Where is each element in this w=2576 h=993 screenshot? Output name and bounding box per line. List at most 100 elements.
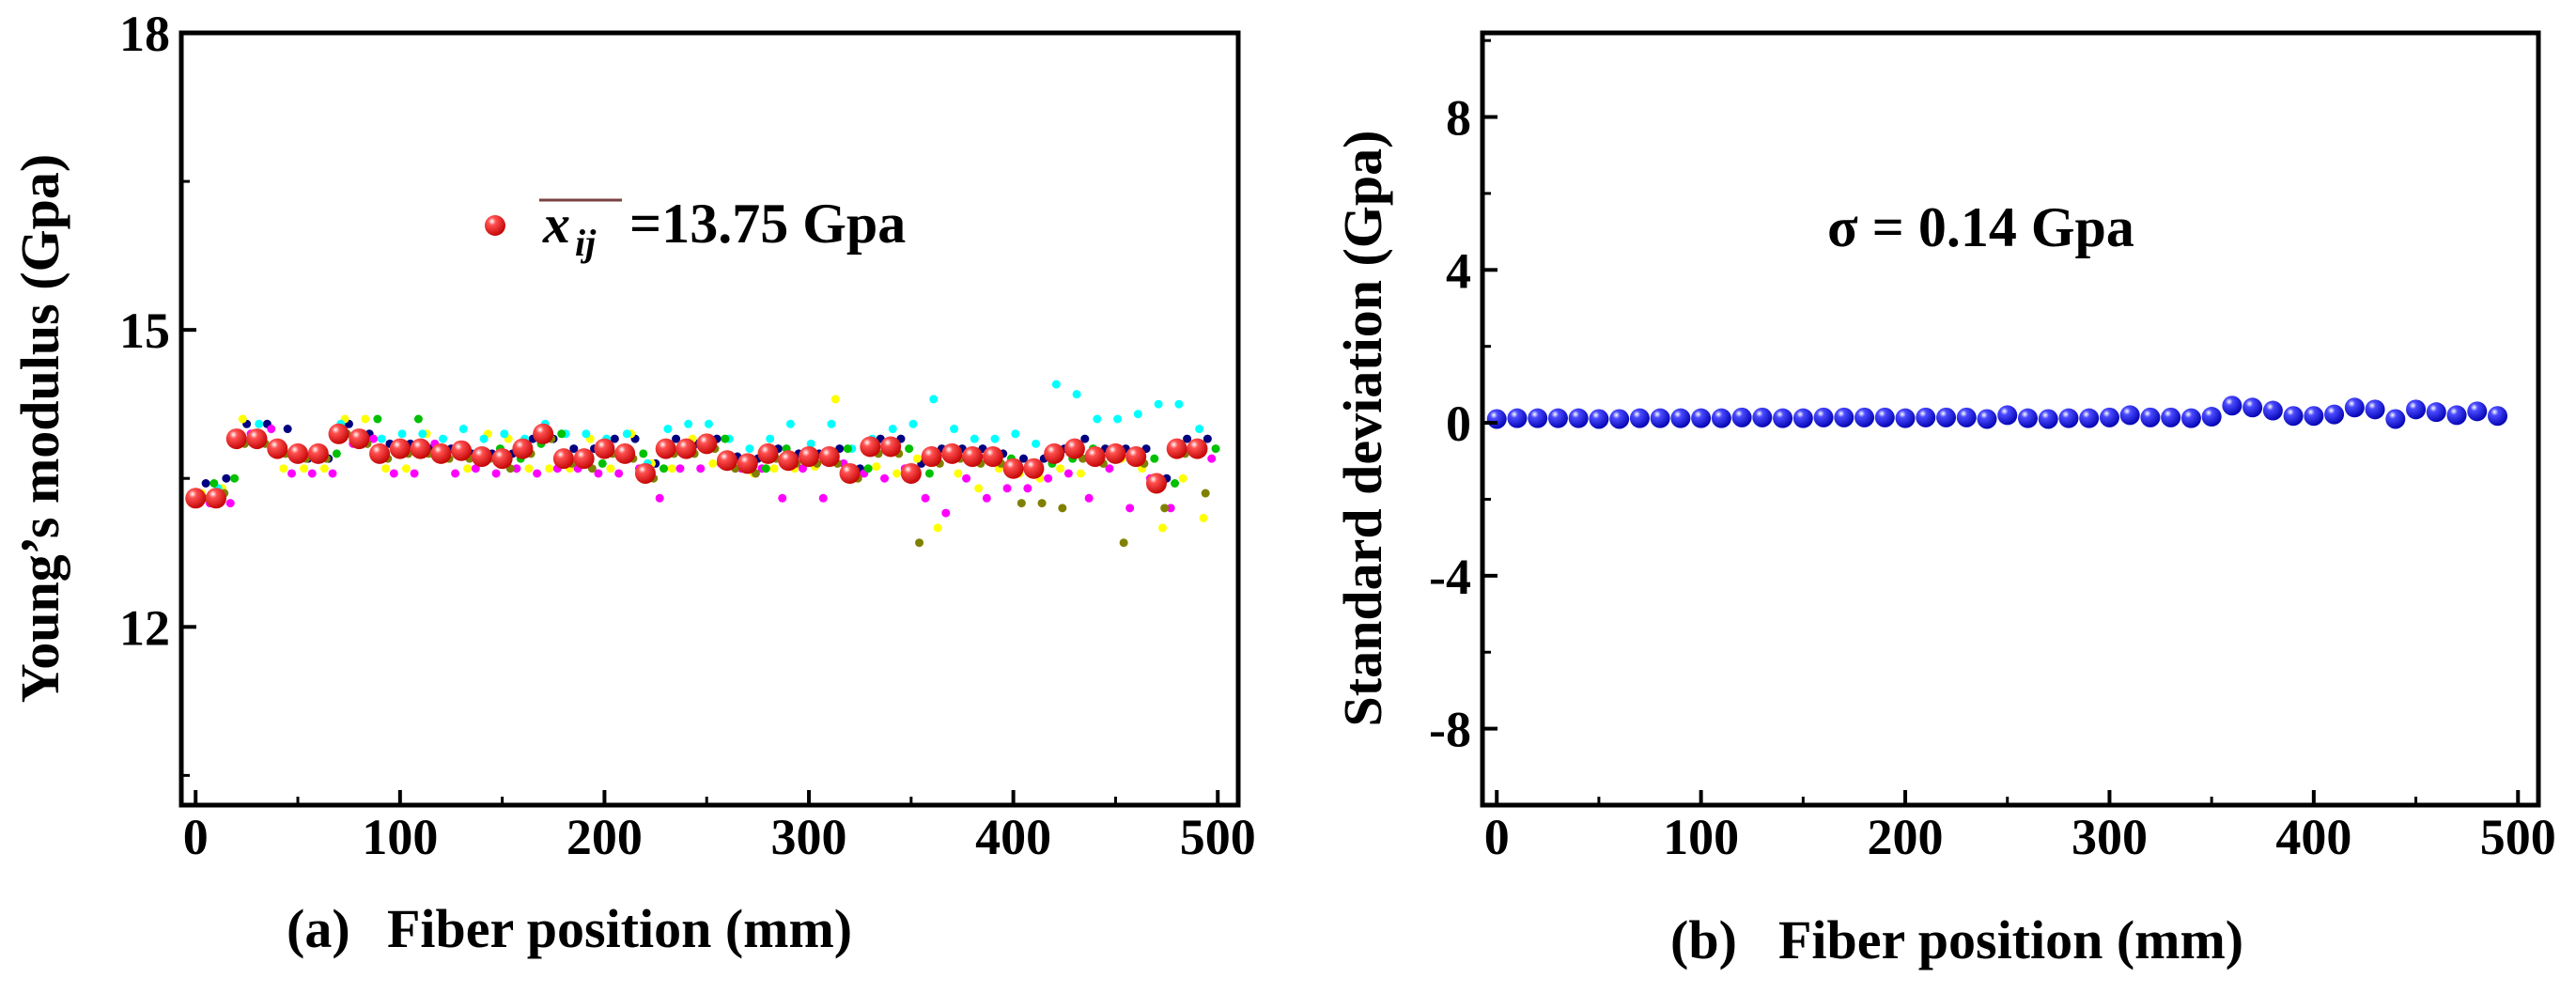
scatter-point-sample-5	[209, 479, 219, 488]
scatter-point-sample-4	[582, 429, 591, 439]
panel-a-x-axis-label: Fiber position (mm)	[387, 898, 852, 959]
panel-a-scatter-points	[193, 380, 1220, 548]
sd-point	[1609, 409, 1630, 429]
scatter-point-sample-2	[708, 458, 718, 468]
mean-point	[512, 438, 534, 459]
sd-point	[1813, 407, 1834, 427]
sd-point	[1528, 408, 1548, 428]
scatter-point-sample-4	[766, 434, 775, 443]
sd-point	[2140, 407, 2161, 427]
mean-point	[430, 442, 452, 464]
scatter-point-sample-2	[933, 523, 942, 533]
mean-point	[1105, 442, 1126, 464]
scatter-point-sample-3	[225, 499, 235, 508]
panel-a-y-axis-label: Young’s modulus (Gpa)	[9, 154, 70, 703]
scatter-point-sample-5	[597, 458, 607, 468]
panel-b-chart: 0 100 200 300 400 500 -8 -4 0 4 8 Standard deviati…	[1332, 30, 2556, 970]
scatter-point-sample-4	[888, 425, 897, 434]
sd-point	[2406, 399, 2427, 420]
panel-a-ticks: 0 100 200 300 400 500 12 15 18	[119, 6, 1256, 865]
scatter-point-sample-4	[439, 434, 448, 443]
mean-point	[267, 438, 288, 459]
panel-b-ticks: 0 100 200 300 400 500 -8 -4 0 4 8	[1429, 39, 2556, 865]
scatter-point-sample-2	[974, 484, 984, 493]
scatter-point-sample-5	[373, 414, 382, 424]
scatter-point-sample-2	[1056, 464, 1065, 473]
mean-point	[716, 450, 737, 472]
mean-point	[818, 446, 840, 468]
scatter-point-sample-3	[1166, 504, 1175, 513]
scatter-point-sample-2	[238, 414, 247, 424]
mean-point	[594, 438, 615, 459]
sd-point	[1486, 409, 1507, 429]
scatter-point-sample-4	[929, 395, 939, 404]
mean-point	[880, 436, 902, 458]
sd-point	[2242, 397, 2263, 418]
scatter-point-sample-4	[458, 425, 468, 434]
scatter-point-sample-1	[1019, 454, 1029, 463]
scatter-point-sample-3	[614, 469, 624, 478]
scatter-point-sample-4	[1174, 399, 1184, 409]
scatter-point-sample-5	[413, 414, 423, 424]
scatter-point-sample-2	[872, 462, 881, 472]
mean-point	[614, 442, 636, 464]
scatter-point-sample-5	[761, 464, 770, 473]
panel-b-panel-label: (b)	[1670, 909, 1737, 970]
panel-b-y-tick-label: -8	[1429, 702, 1471, 758]
mean-point	[471, 446, 492, 468]
panel-b-x-tick-label: 0	[1484, 809, 1510, 865]
scatter-point-sample-2	[300, 464, 309, 473]
panel-b-x-tick-label: 200	[1868, 809, 1944, 865]
panel-a-y-tick-label: 12	[119, 599, 170, 656]
scatter-point-sample-4	[1051, 380, 1061, 389]
annotation-mean-symbol: x	[542, 194, 570, 255]
scatter-point-sample-5	[660, 464, 669, 473]
panel-a-x-tick-label: 500	[1180, 809, 1256, 865]
sd-point	[2017, 408, 2038, 428]
scatter-point-sample-3	[778, 493, 787, 503]
scatter-point-sample-4	[622, 429, 631, 439]
scatter-point-sample-1	[1203, 434, 1212, 443]
sd-point	[1874, 407, 1895, 427]
scatter-point-sample-3	[512, 464, 521, 473]
mean-point	[552, 448, 574, 470]
scatter-point-sample-2	[954, 469, 963, 478]
mean-point	[799, 446, 820, 468]
sd-point	[2119, 405, 2140, 426]
mean-point	[675, 438, 697, 459]
scatter-point-sample-3	[1207, 454, 1217, 463]
mean-point	[307, 442, 329, 464]
mean-point	[1084, 446, 1106, 468]
scatter-point-sample-4	[806, 439, 815, 448]
panel-a-mean-points	[185, 423, 1208, 509]
panel-a-y-tick-label: 15	[119, 303, 170, 359]
scatter-point-sample-5	[557, 429, 566, 439]
mean-point	[634, 462, 656, 484]
scatter-point-sample-4	[663, 425, 673, 434]
scatter-point-sample-3	[1063, 469, 1073, 478]
sd-point	[2344, 397, 2365, 418]
mean-point	[369, 442, 391, 464]
annotation-mean-value: =13.75 Gpa	[629, 193, 906, 255]
scatter-point-sample-3	[880, 473, 890, 483]
scatter-point-sample-5	[924, 469, 934, 478]
scatter-point-sample-2	[463, 464, 473, 473]
scatter-point-sample-3	[451, 469, 460, 478]
scatter-point-sample-2	[524, 464, 534, 473]
scatter-point-sample-3	[696, 464, 706, 473]
sd-point	[1834, 407, 1854, 427]
scatter-point-sample-2	[545, 464, 554, 473]
sd-point	[2038, 409, 2058, 429]
sd-point	[2222, 396, 2242, 416]
scatter-point-sample-5	[639, 449, 648, 458]
mean-point	[1125, 446, 1147, 468]
scatter-point-sample-6	[1037, 499, 1047, 508]
scatter-point-sample-6	[1201, 489, 1210, 498]
scatter-point-sample-1	[283, 425, 292, 434]
scatter-point-sample-5	[332, 449, 341, 458]
scatter-point-sample-3	[1044, 473, 1053, 483]
scatter-point-sample-4	[1113, 414, 1123, 424]
sd-point	[2283, 406, 2304, 427]
scatter-point-sample-6	[915, 538, 924, 548]
panel-b-x-tick-label: 500	[2480, 809, 2556, 865]
